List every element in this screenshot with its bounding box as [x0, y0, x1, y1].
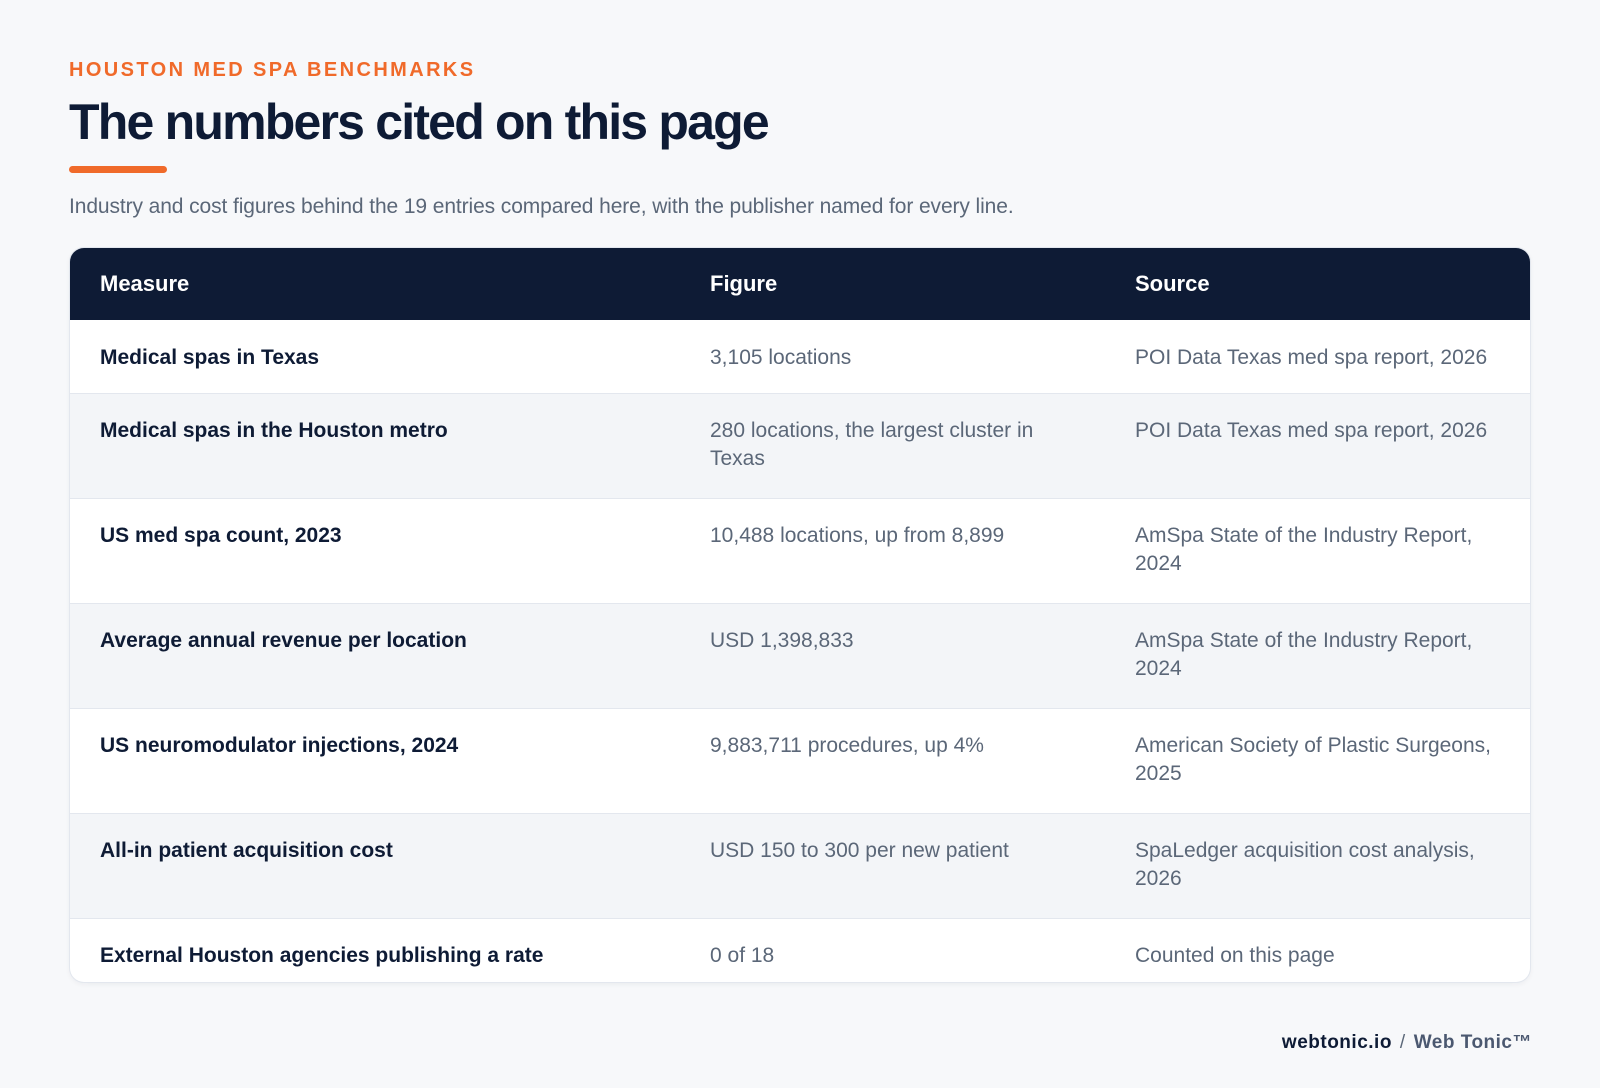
measure-cell: US med spa count, 2023 [100, 524, 342, 547]
footer-brand-name: Web Tonic™ [1413, 1032, 1532, 1053]
table-row: Medical spas in the Houston metro 280 lo… [70, 393, 1530, 499]
figure-cell: 10,488 locations, up from 8,899 [710, 524, 1005, 547]
table-row: External Houston agencies publishing a r… [70, 918, 1530, 983]
table-row: US med spa count, 2023 10,488 locations,… [70, 498, 1530, 604]
page-subtitle: Industry and cost figures behind the 19 … [69, 195, 1014, 218]
benchmarks-table-card: Measure Figure Source Medical spas in Te… [70, 248, 1530, 982]
source-cell: POI Data Texas med spa report, 2026 [1135, 346, 1488, 369]
measure-cell: Average annual revenue per location [100, 629, 467, 652]
table-body: Medical spas in Texas 3,105 locations PO… [70, 320, 1530, 982]
eyebrow-label: HOUSTON MED SPA BENCHMARKS [69, 59, 476, 81]
source-cell: SpaLedger acquisition cost analysis, 202… [1135, 839, 1475, 890]
table-row: All-in patient acquisition cost USD 150 … [70, 813, 1530, 919]
table-header: Measure Figure Source [70, 248, 1530, 320]
figure-cell: 280 locations, the largest cluster in Te… [710, 419, 1034, 470]
table-row: Medical spas in Texas 3,105 locations PO… [70, 320, 1530, 394]
source-cell: American Society of Plastic Surgeons, 20… [1135, 734, 1491, 785]
measure-cell: Medical spas in the Houston metro [100, 419, 448, 442]
column-header-figure: Figure [710, 271, 778, 296]
measure-cell: US neuromodulator injections, 2024 [100, 734, 459, 757]
figure-cell: 3,105 locations [710, 346, 852, 369]
figure-cell: 0 of 18 [710, 944, 775, 967]
benchmarks-table: Measure Figure Source Medical spas in Te… [70, 248, 1530, 982]
page-title: The numbers cited on this page [69, 94, 770, 150]
source-cell: POI Data Texas med spa report, 2026 [1135, 419, 1488, 442]
source-cell: AmSpa State of the Industry Report, 2024 [1135, 629, 1473, 680]
footer-brand: webtonic.io / Web Tonic™ [1282, 1032, 1532, 1054]
table-header-row: Measure Figure Source [70, 248, 1530, 320]
table-row: Average annual revenue per location USD … [70, 603, 1530, 709]
figure-cell: 9,883,711 procedures, up 4% [710, 734, 984, 757]
column-header-source: Source [1135, 271, 1210, 296]
figure-cell: USD 150 to 300 per new patient [710, 839, 1009, 862]
source-cell: AmSpa State of the Industry Report, 2024 [1135, 524, 1473, 575]
table-row: US neuromodulator injections, 2024 9,883… [70, 708, 1530, 814]
figure-cell: USD 1,398,833 [710, 629, 854, 652]
measure-cell: Medical spas in Texas [100, 346, 320, 369]
title-accent-rule [69, 166, 167, 173]
source-cell: Counted on this page [1135, 944, 1335, 967]
column-header-measure: Measure [100, 271, 190, 296]
measure-cell: External Houston agencies publishing a r… [100, 944, 544, 967]
footer-domain: webtonic.io [1281, 1032, 1392, 1053]
footer-separator: / [1399, 1032, 1406, 1053]
measure-cell: All-in patient acquisition cost [100, 839, 393, 862]
